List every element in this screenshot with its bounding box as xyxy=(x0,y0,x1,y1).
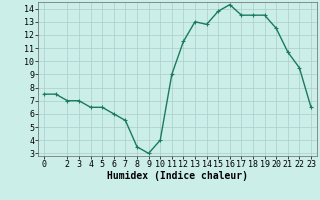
X-axis label: Humidex (Indice chaleur): Humidex (Indice chaleur) xyxy=(107,171,248,181)
